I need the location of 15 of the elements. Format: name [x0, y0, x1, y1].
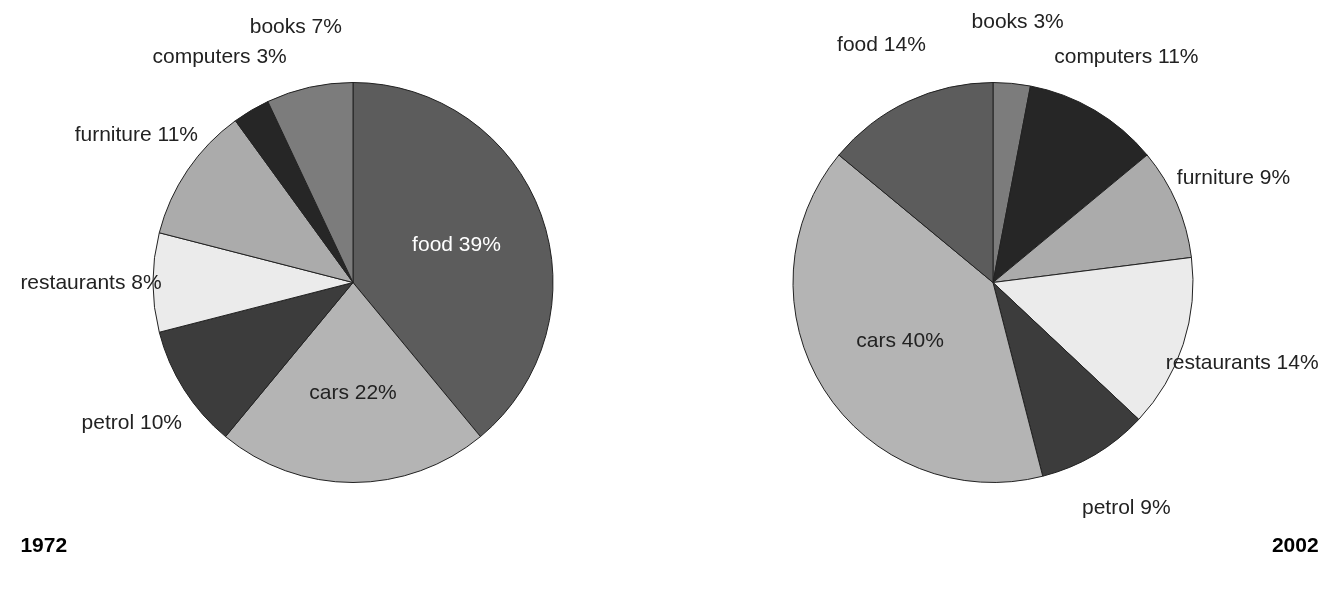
slice-label: cars 22%	[309, 379, 397, 403]
text: 2002	[1271, 533, 1319, 556]
slice-label: petrol 9%	[1082, 495, 1171, 519]
text: 1972	[20, 533, 68, 556]
slice-label: restaurants 8%	[20, 269, 162, 293]
slice-label: computers 3%	[152, 43, 287, 67]
slice-label: furniture 9%	[1176, 165, 1291, 189]
slice-label: food 39%	[412, 232, 501, 256]
slice-label: food 14%	[837, 32, 926, 56]
slice-label: cars 40%	[856, 328, 944, 352]
slice-label: furniture 11%	[74, 122, 198, 146]
slice-label: books 3%	[971, 8, 1064, 32]
slice-label: computers 11%	[1054, 43, 1199, 67]
slice-label: petrol 10%	[81, 409, 182, 433]
slice-label: books 7%	[249, 13, 342, 37]
